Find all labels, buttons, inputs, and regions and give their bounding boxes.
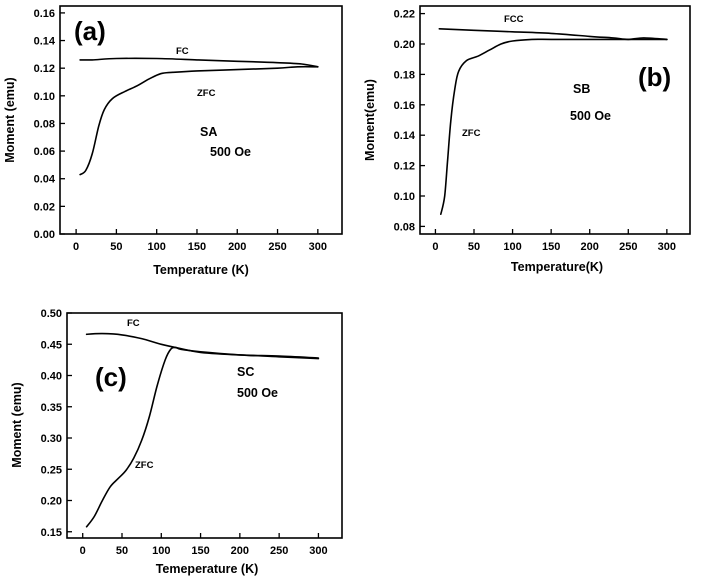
panel-c-ytick-label-4: 0.35 (41, 402, 62, 414)
panel-c-xtick-label-1: 50 (116, 545, 128, 557)
panel-a-xtick-label-4: 200 (228, 241, 246, 253)
chart-panel-a: 0 50 100 150 200 250 300 0.00 0.02 0.04 0.06 0.08 0.… (3, 5, 343, 277)
panel-a-ytick-label-7: 0.14 (34, 36, 56, 48)
panel-a-frame (59, 5, 343, 235)
panel-c-ylabel: Moment (emu) (10, 382, 24, 467)
panel-c-sample-name: SC (237, 365, 254, 379)
panel-a-ytick-label-0: 0.00 (34, 229, 55, 241)
panel-b-xtick-label-4: 200 (581, 241, 599, 253)
chart-panel-c: 0 50 100 150 200 250 300 0.15 0.20 0.25 0.30 0.35 0.… (10, 308, 343, 576)
panel-a-label: (a) (74, 16, 106, 46)
panel-a-curves (79, 57, 319, 176)
panel-c-ytick-label-2: 0.25 (41, 464, 62, 476)
panel-a-sample-name: SA (200, 125, 217, 139)
panel-a-fc-curve (79, 57, 319, 68)
panel-a-xtick-label-3: 150 (188, 241, 206, 253)
panel-b-xtick-label-2: 100 (503, 241, 521, 253)
panel-c-fc-curve (85, 332, 320, 359)
panel-a-zfc-label: ZFC (197, 88, 216, 99)
panel-a-xtick-label-5: 250 (268, 241, 286, 253)
panel-b-field: 500 Oe (570, 109, 611, 123)
panel-b-ytick-label-3: 0.14 (394, 130, 416, 142)
panel-c-ytick-label-5: 0.40 (41, 371, 62, 383)
panel-b-xtick-label-6: 300 (658, 241, 676, 253)
panel-b-ticks: 0 50 100 150 200 250 300 0.08 0.10 0.12 0.14 0.16 0.… (394, 9, 676, 253)
panel-b-ytick-label-1: 0.10 (394, 191, 415, 203)
panel-a-ticks: 0 50 100 150 200 250 300 0.00 0.02 0.04 0.06 0.08 0.… (34, 8, 327, 253)
panel-a-ytick-label-1: 0.02 (34, 201, 55, 213)
panel-b-fcc-curve (438, 28, 668, 41)
panel-c-xtick-label-0: 0 (80, 545, 86, 557)
panel-b-frame (419, 5, 691, 235)
panel-a-ytick-label-2: 0.04 (34, 174, 56, 186)
panel-c-ytick-label-6: 0.45 (41, 339, 62, 351)
panel-b-sample-name: SB (573, 82, 590, 96)
panel-b-curves (438, 28, 668, 215)
panel-c-ticks: 0 50 100 150 200 250 300 0.15 0.20 0.25 0.30 0.35 0.… (41, 308, 328, 557)
panel-a-ytick-label-3: 0.06 (34, 146, 55, 158)
panel-b-zfc-curve (440, 38, 668, 215)
panel-b-xtick-label-1: 50 (468, 241, 480, 253)
chart-panel-b: 0 50 100 150 200 250 300 0.08 0.10 0.12 0.14 0.16 0.… (363, 5, 691, 274)
panel-c-xtick-label-4: 200 (231, 545, 249, 557)
panel-c-ytick-label-0: 0.15 (41, 527, 62, 539)
panel-c-fc-label: FC (127, 318, 140, 329)
panel-c-ytick-label-3: 0.30 (41, 433, 62, 445)
panel-a-ytick-label-8: 0.16 (34, 8, 55, 20)
panel-a-ytick-label-6: 0.12 (34, 63, 55, 75)
panel-c-xtick-label-3: 150 (191, 545, 209, 557)
panel-c-field: 500 Oe (237, 386, 278, 400)
panel-c-zfc-curve (85, 346, 320, 528)
panel-b-xtick-label-0: 0 (432, 241, 438, 253)
panel-a-xtick-label-6: 300 (309, 241, 327, 253)
panel-b-ytick-label-5: 0.18 (394, 69, 415, 81)
panel-c-zfc-label: ZFC (135, 460, 154, 471)
panel-b-ytick-label-6: 0.20 (394, 39, 415, 51)
panel-b-zfc-label: ZFC (462, 128, 481, 139)
panel-a-zfc-curve (79, 65, 319, 176)
panel-b-ytick-label-7: 0.22 (394, 9, 415, 21)
panel-b-fcc-label: FCC (504, 14, 524, 25)
panel-a-xtick-label-0: 0 (73, 241, 79, 253)
panel-c-label: (c) (95, 362, 127, 392)
panel-b-ytick-label-4: 0.16 (394, 100, 415, 112)
panel-b-ytick-label-2: 0.12 (394, 161, 415, 173)
panel-a-fc-label: FC (176, 46, 189, 57)
panel-b-xtick-label-3: 150 (542, 241, 560, 253)
panel-c-curves (85, 332, 320, 528)
panel-b-label: (b) (638, 62, 671, 92)
panel-c-ytick-label-1: 0.20 (41, 496, 62, 508)
panel-b-xlabel: Temperature(K) (511, 260, 603, 274)
panel-a-field: 500 Oe (210, 145, 251, 159)
panel-c-xtick-label-6: 300 (309, 545, 327, 557)
panel-a-xtick-label-1: 50 (110, 241, 122, 253)
panel-a-ylabel: Moment (emu) (3, 77, 17, 162)
panel-b-ylabel: Moment(emu) (363, 79, 377, 161)
panel-a-ytick-label-4: 0.08 (34, 118, 55, 130)
panel-c-frame (66, 312, 343, 539)
panel-c-ytick-label-7: 0.50 (41, 308, 62, 320)
panel-c-xtick-label-2: 100 (152, 545, 170, 557)
panel-c-xlabel: Temeperature (K) (156, 562, 259, 576)
panel-b-xtick-label-5: 250 (619, 241, 637, 253)
panel-a-ytick-label-5: 0.10 (34, 91, 55, 103)
panel-a-xtick-label-2: 100 (148, 241, 166, 253)
panel-a-xlabel: Temperature (K) (153, 263, 249, 277)
panel-c-xtick-label-5: 250 (270, 545, 288, 557)
panel-b-ytick-label-0: 0.08 (394, 221, 415, 233)
